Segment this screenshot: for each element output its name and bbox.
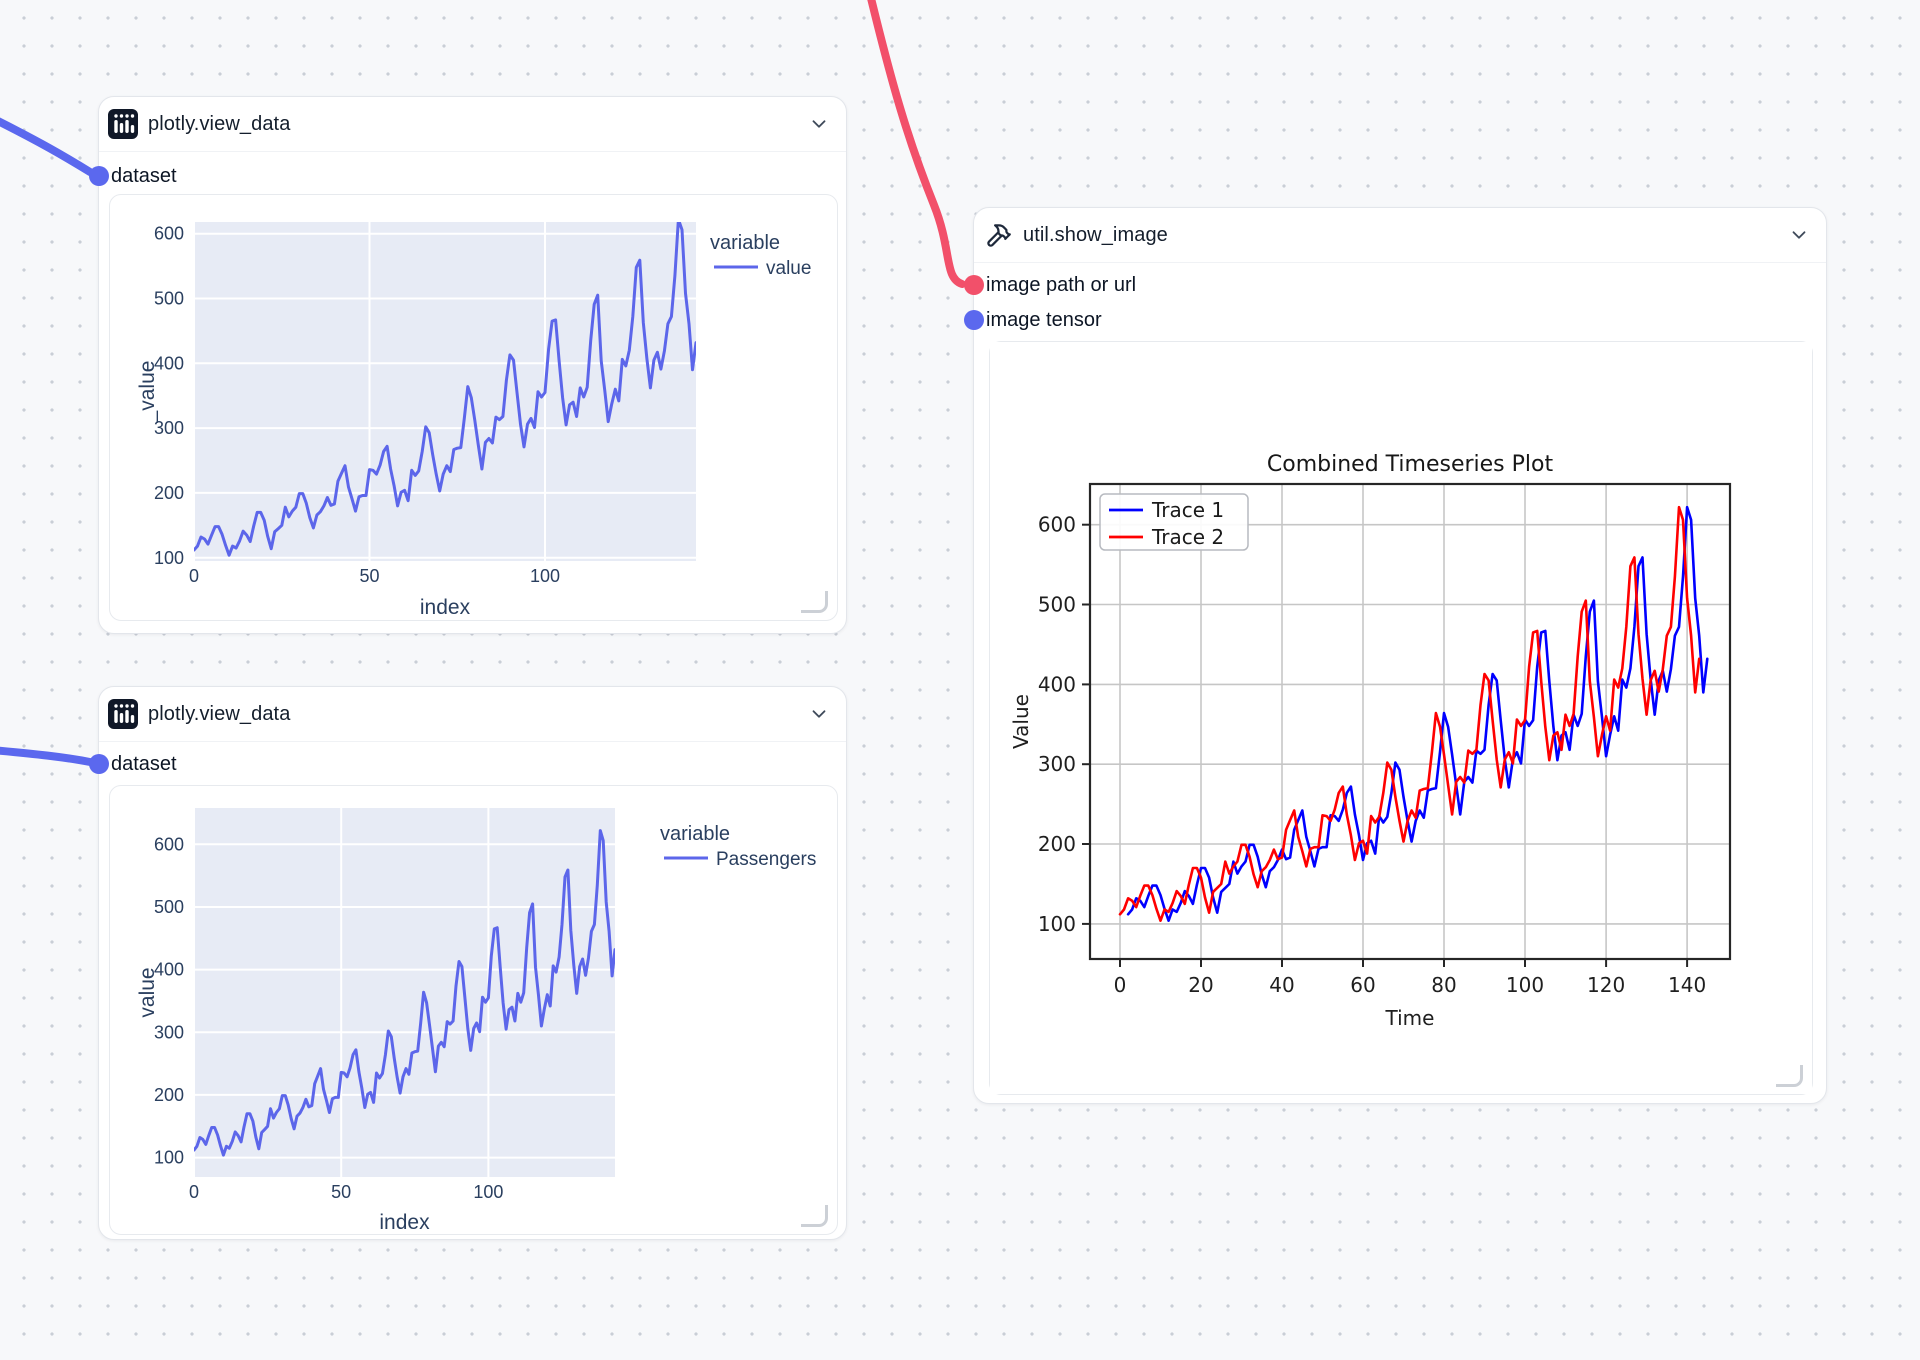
port-row-dataset: dataset <box>89 747 177 781</box>
svg-text:100: 100 <box>1038 912 1076 936</box>
node-util-show-image[interactable]: util.show_image image path or url image … <box>964 207 1827 1104</box>
svg-text:Trace 2: Trace 2 <box>1151 525 1224 549</box>
svg-text:300: 300 <box>1038 752 1076 776</box>
svg-text:variable: variable <box>660 823 730 845</box>
svg-text:100: 100 <box>530 566 560 586</box>
svg-text:Time: Time <box>1385 1006 1435 1030</box>
plotly-line-chart-passengers: 100 200 300 400 500 600 0 50 100 index value variab… <box>109 785 838 1235</box>
chevron-down-icon[interactable] <box>1788 224 1810 246</box>
svg-text:Combined Timeseries Plot: Combined Timeseries Plot <box>1267 452 1554 477</box>
svg-text:400: 400 <box>154 960 184 980</box>
svg-text:60: 60 <box>1350 973 1375 997</box>
plotly-grid-icon <box>108 699 138 729</box>
svg-text:value: value <box>766 258 811 279</box>
plotly-grid-icon <box>108 109 138 139</box>
svg-text:100: 100 <box>1506 973 1544 997</box>
node-title: util.show_image <box>1023 223 1168 246</box>
node-header[interactable]: plotly.view_data <box>99 687 846 742</box>
svg-text:300: 300 <box>154 418 184 438</box>
svg-text:20: 20 <box>1188 973 1213 997</box>
chevron-down-icon[interactable] <box>808 113 830 135</box>
svg-text:_value: _value <box>136 361 159 424</box>
port-label: dataset <box>111 164 177 187</box>
svg-text:0: 0 <box>189 566 199 586</box>
node-plotly-view-data-1[interactable]: plotly.view_data dataset 100 200 300 400 500… <box>89 96 847 634</box>
port-label: image tensor <box>986 308 1102 331</box>
svg-text:0: 0 <box>1114 973 1127 997</box>
svg-text:Passengers: Passengers <box>716 849 816 870</box>
port-row-image-path: image path or url <box>964 268 1137 302</box>
svg-text:50: 50 <box>331 1182 351 1202</box>
svg-text:Value: Value <box>1009 694 1033 749</box>
plotly-line-chart-value: 100 200 300 400 500 600 0 50 100 index _value varia… <box>109 194 838 621</box>
resize-handle[interactable] <box>801 591 828 613</box>
svg-text:120: 120 <box>1587 973 1625 997</box>
node-header[interactable]: plotly.view_data <box>99 97 846 152</box>
svg-text:variable: variable <box>710 232 780 254</box>
port-row-dataset: dataset <box>89 159 177 193</box>
edge-into-dataset-2[interactable] <box>0 746 94 766</box>
svg-text:140: 140 <box>1668 973 1706 997</box>
resize-handle[interactable] <box>801 1205 828 1227</box>
svg-text:600: 600 <box>154 834 184 854</box>
resize-handle[interactable] <box>1776 1065 1803 1087</box>
svg-text:500: 500 <box>154 289 184 309</box>
port-label: image path or url <box>986 273 1137 296</box>
svg-text:80: 80 <box>1431 973 1456 997</box>
hammer-icon <box>983 220 1013 250</box>
port-connector-dataset[interactable] <box>89 166 109 186</box>
svg-text:200: 200 <box>154 483 184 503</box>
chevron-down-icon[interactable] <box>808 703 830 725</box>
svg-text:0: 0 <box>189 1182 199 1202</box>
svg-text:100: 100 <box>154 548 184 568</box>
edge-into-dataset-1[interactable] <box>0 117 94 176</box>
edge-into-image-path[interactable] <box>867 0 966 288</box>
node-title: plotly.view_data <box>148 112 291 135</box>
svg-text:50: 50 <box>359 566 379 586</box>
svg-text:600: 600 <box>154 224 184 244</box>
svg-text:100: 100 <box>473 1182 503 1202</box>
node-header[interactable]: util.show_image <box>974 208 1826 263</box>
svg-text:100: 100 <box>154 1148 184 1168</box>
svg-text:600: 600 <box>1038 513 1076 537</box>
svg-text:value: value <box>136 967 159 1017</box>
svg-text:400: 400 <box>154 353 184 373</box>
svg-text:500: 500 <box>1038 593 1076 617</box>
port-connector-image-tensor[interactable] <box>964 310 984 330</box>
svg-text:300: 300 <box>154 1022 184 1042</box>
svg-text:200: 200 <box>1038 832 1076 856</box>
port-connector-image-path[interactable] <box>964 275 984 295</box>
node-title: plotly.view_data <box>148 702 291 725</box>
svg-text:500: 500 <box>154 897 184 917</box>
svg-text:200: 200 <box>154 1085 184 1105</box>
port-label: dataset <box>111 752 177 775</box>
matplotlib-figure: 0 20 40 60 80 100 120 140 100 200 300 400 500 600 Comb… <box>989 341 1813 1095</box>
svg-text:400: 400 <box>1038 672 1076 696</box>
port-connector-dataset[interactable] <box>89 754 109 774</box>
node-plotly-view-data-2[interactable]: plotly.view_data dataset 100 200 300 400 500… <box>89 686 847 1240</box>
port-row-image-tensor: image tensor <box>964 303 1102 337</box>
svg-text:Trace 1: Trace 1 <box>1151 498 1224 522</box>
svg-text:40: 40 <box>1269 973 1294 997</box>
svg-text:index: index <box>379 1211 430 1234</box>
svg-text:index: index <box>420 596 471 619</box>
